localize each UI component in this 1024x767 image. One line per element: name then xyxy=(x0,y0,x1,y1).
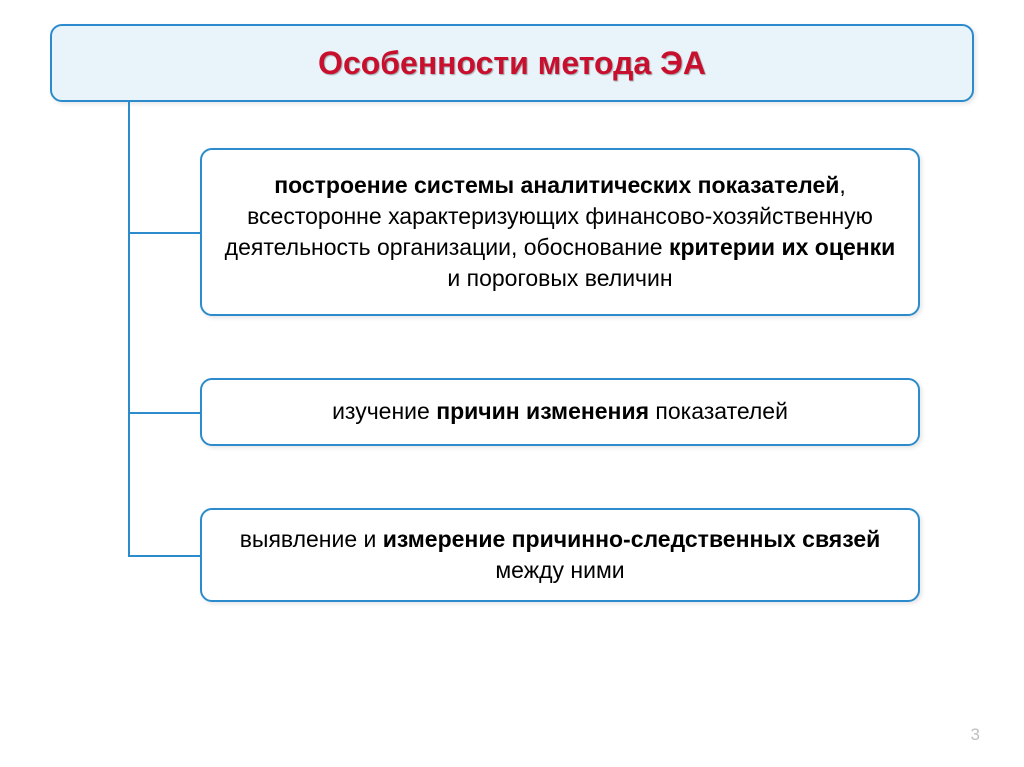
node-text-3: выявление и измерение причинно-следствен… xyxy=(222,524,898,586)
connector-branch-3 xyxy=(128,555,200,557)
page-number: 3 xyxy=(971,725,980,745)
connector-trunk xyxy=(128,102,130,556)
node-text-2: изучение причин изменения показателей xyxy=(332,396,788,427)
node-box-1: построение системы аналитических показат… xyxy=(200,148,920,316)
node-box-2: изучение причин изменения показателей xyxy=(200,378,920,446)
node-text-1: построение системы аналитических показат… xyxy=(222,170,898,294)
connector-branch-2 xyxy=(128,412,200,414)
title-box: Особенности метода ЭА xyxy=(50,24,974,102)
node-box-3: выявление и измерение причинно-следствен… xyxy=(200,508,920,602)
title-text: Особенности метода ЭА xyxy=(318,45,706,82)
connector-branch-1 xyxy=(128,232,200,234)
